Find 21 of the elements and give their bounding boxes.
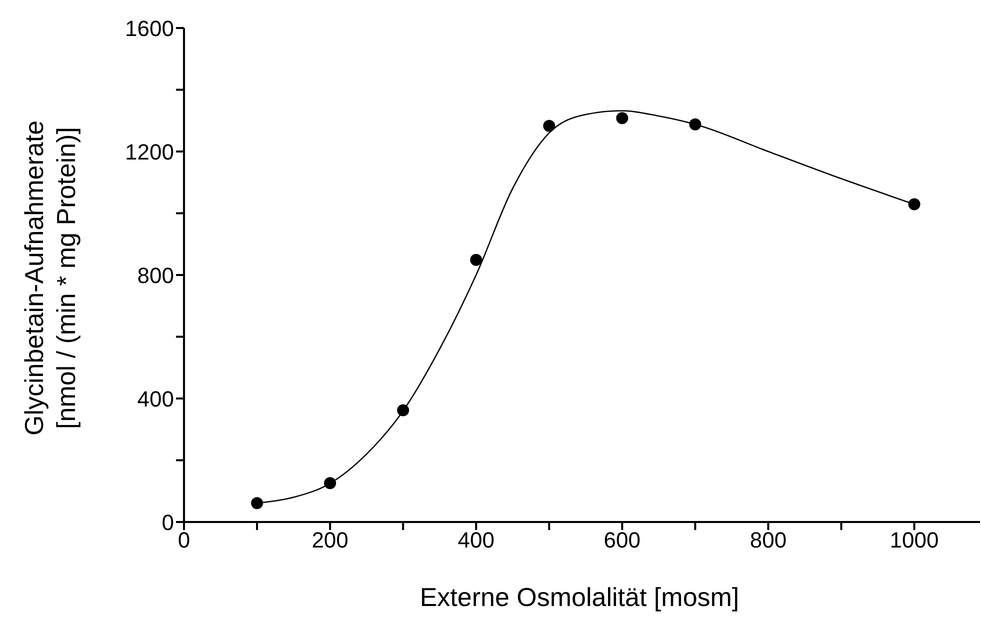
point bbox=[397, 404, 410, 416]
point bbox=[543, 120, 556, 132]
x-tick-label: 800 bbox=[750, 528, 787, 553]
y-axis-title: Glycinbetain-Aufnahmerate [nmol / (min * mg Protein)] bbox=[19, 120, 81, 436]
y-tick-label: 800 bbox=[137, 262, 174, 288]
y-tick-label: 0 bbox=[162, 510, 174, 535]
x-tick-label: 600 bbox=[604, 528, 641, 553]
x-tick-label: 1000 bbox=[890, 528, 939, 553]
x-axis-title: Externe Osmolalität [mosm] bbox=[418, 582, 740, 613]
y-tick-label: 400 bbox=[137, 386, 174, 412]
y-tick-label: 1600 bbox=[125, 16, 174, 41]
point bbox=[324, 477, 336, 490]
x-tick-label: 0 bbox=[178, 528, 190, 553]
y-tick-label: 1200 bbox=[125, 139, 174, 164]
point bbox=[616, 112, 628, 124]
point bbox=[251, 497, 264, 510]
x-tick-label: 400 bbox=[458, 528, 494, 553]
point bbox=[689, 118, 702, 130]
point bbox=[908, 198, 920, 210]
x-tick-label: 200 bbox=[312, 528, 348, 553]
point bbox=[470, 254, 482, 266]
